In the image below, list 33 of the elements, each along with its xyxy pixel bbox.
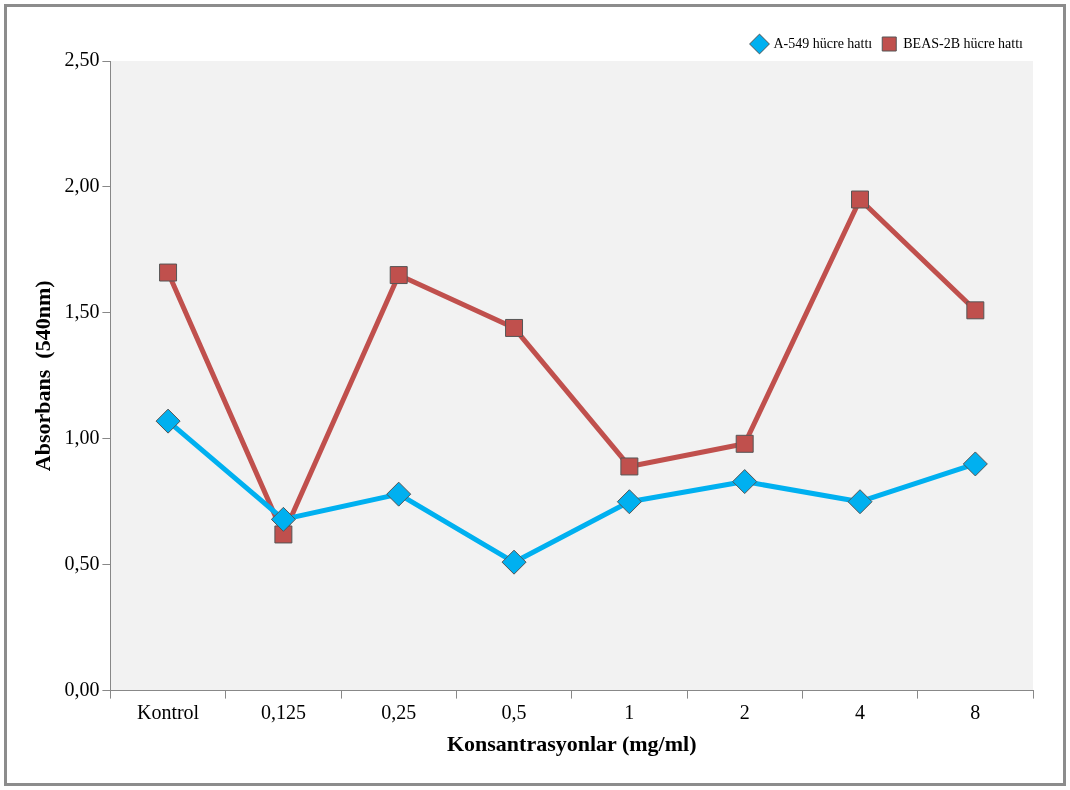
y-axis-title: Absorbans (540nm) — [29, 280, 55, 472]
point — [389, 266, 408, 285]
point — [386, 481, 412, 507]
legend-label: BEAS-2B hücre hattı — [903, 35, 1024, 51]
x-tick-label: 0,25 — [381, 700, 417, 723]
point — [732, 469, 758, 495]
x-tick-label: 2 — [739, 700, 750, 723]
y-tick-label: 0,50 — [64, 551, 100, 574]
x-tick-label: 4 — [855, 700, 866, 723]
y-tick-label: 1,00 — [64, 426, 100, 449]
point — [505, 318, 524, 337]
y-tick-label: 1,50 — [64, 300, 100, 323]
y-tick-label: 0,00 — [64, 677, 100, 700]
x-tick-label: 1 — [624, 700, 635, 723]
x-tick-label: 8 — [970, 700, 981, 723]
point — [155, 408, 181, 434]
x-tick-label: 0,125 — [260, 700, 306, 723]
point — [851, 190, 869, 209]
point — [620, 457, 639, 476]
point — [270, 506, 296, 532]
point — [962, 451, 988, 477]
point — [735, 434, 754, 453]
point — [616, 489, 642, 515]
y-tick-label: 2,00 — [64, 174, 100, 197]
point — [159, 263, 178, 282]
x-tick-label: 0,5 — [501, 700, 527, 723]
x-axis-title: Konsantrasyonlar (mg/ml) — [446, 731, 697, 757]
y-tick-label: 2,50 — [64, 48, 100, 71]
legend-label: A-549 hücre hattı — [773, 35, 873, 51]
point — [501, 549, 527, 575]
point — [966, 301, 985, 320]
point — [847, 489, 873, 515]
x-tick-label: Kontrol — [136, 700, 200, 723]
